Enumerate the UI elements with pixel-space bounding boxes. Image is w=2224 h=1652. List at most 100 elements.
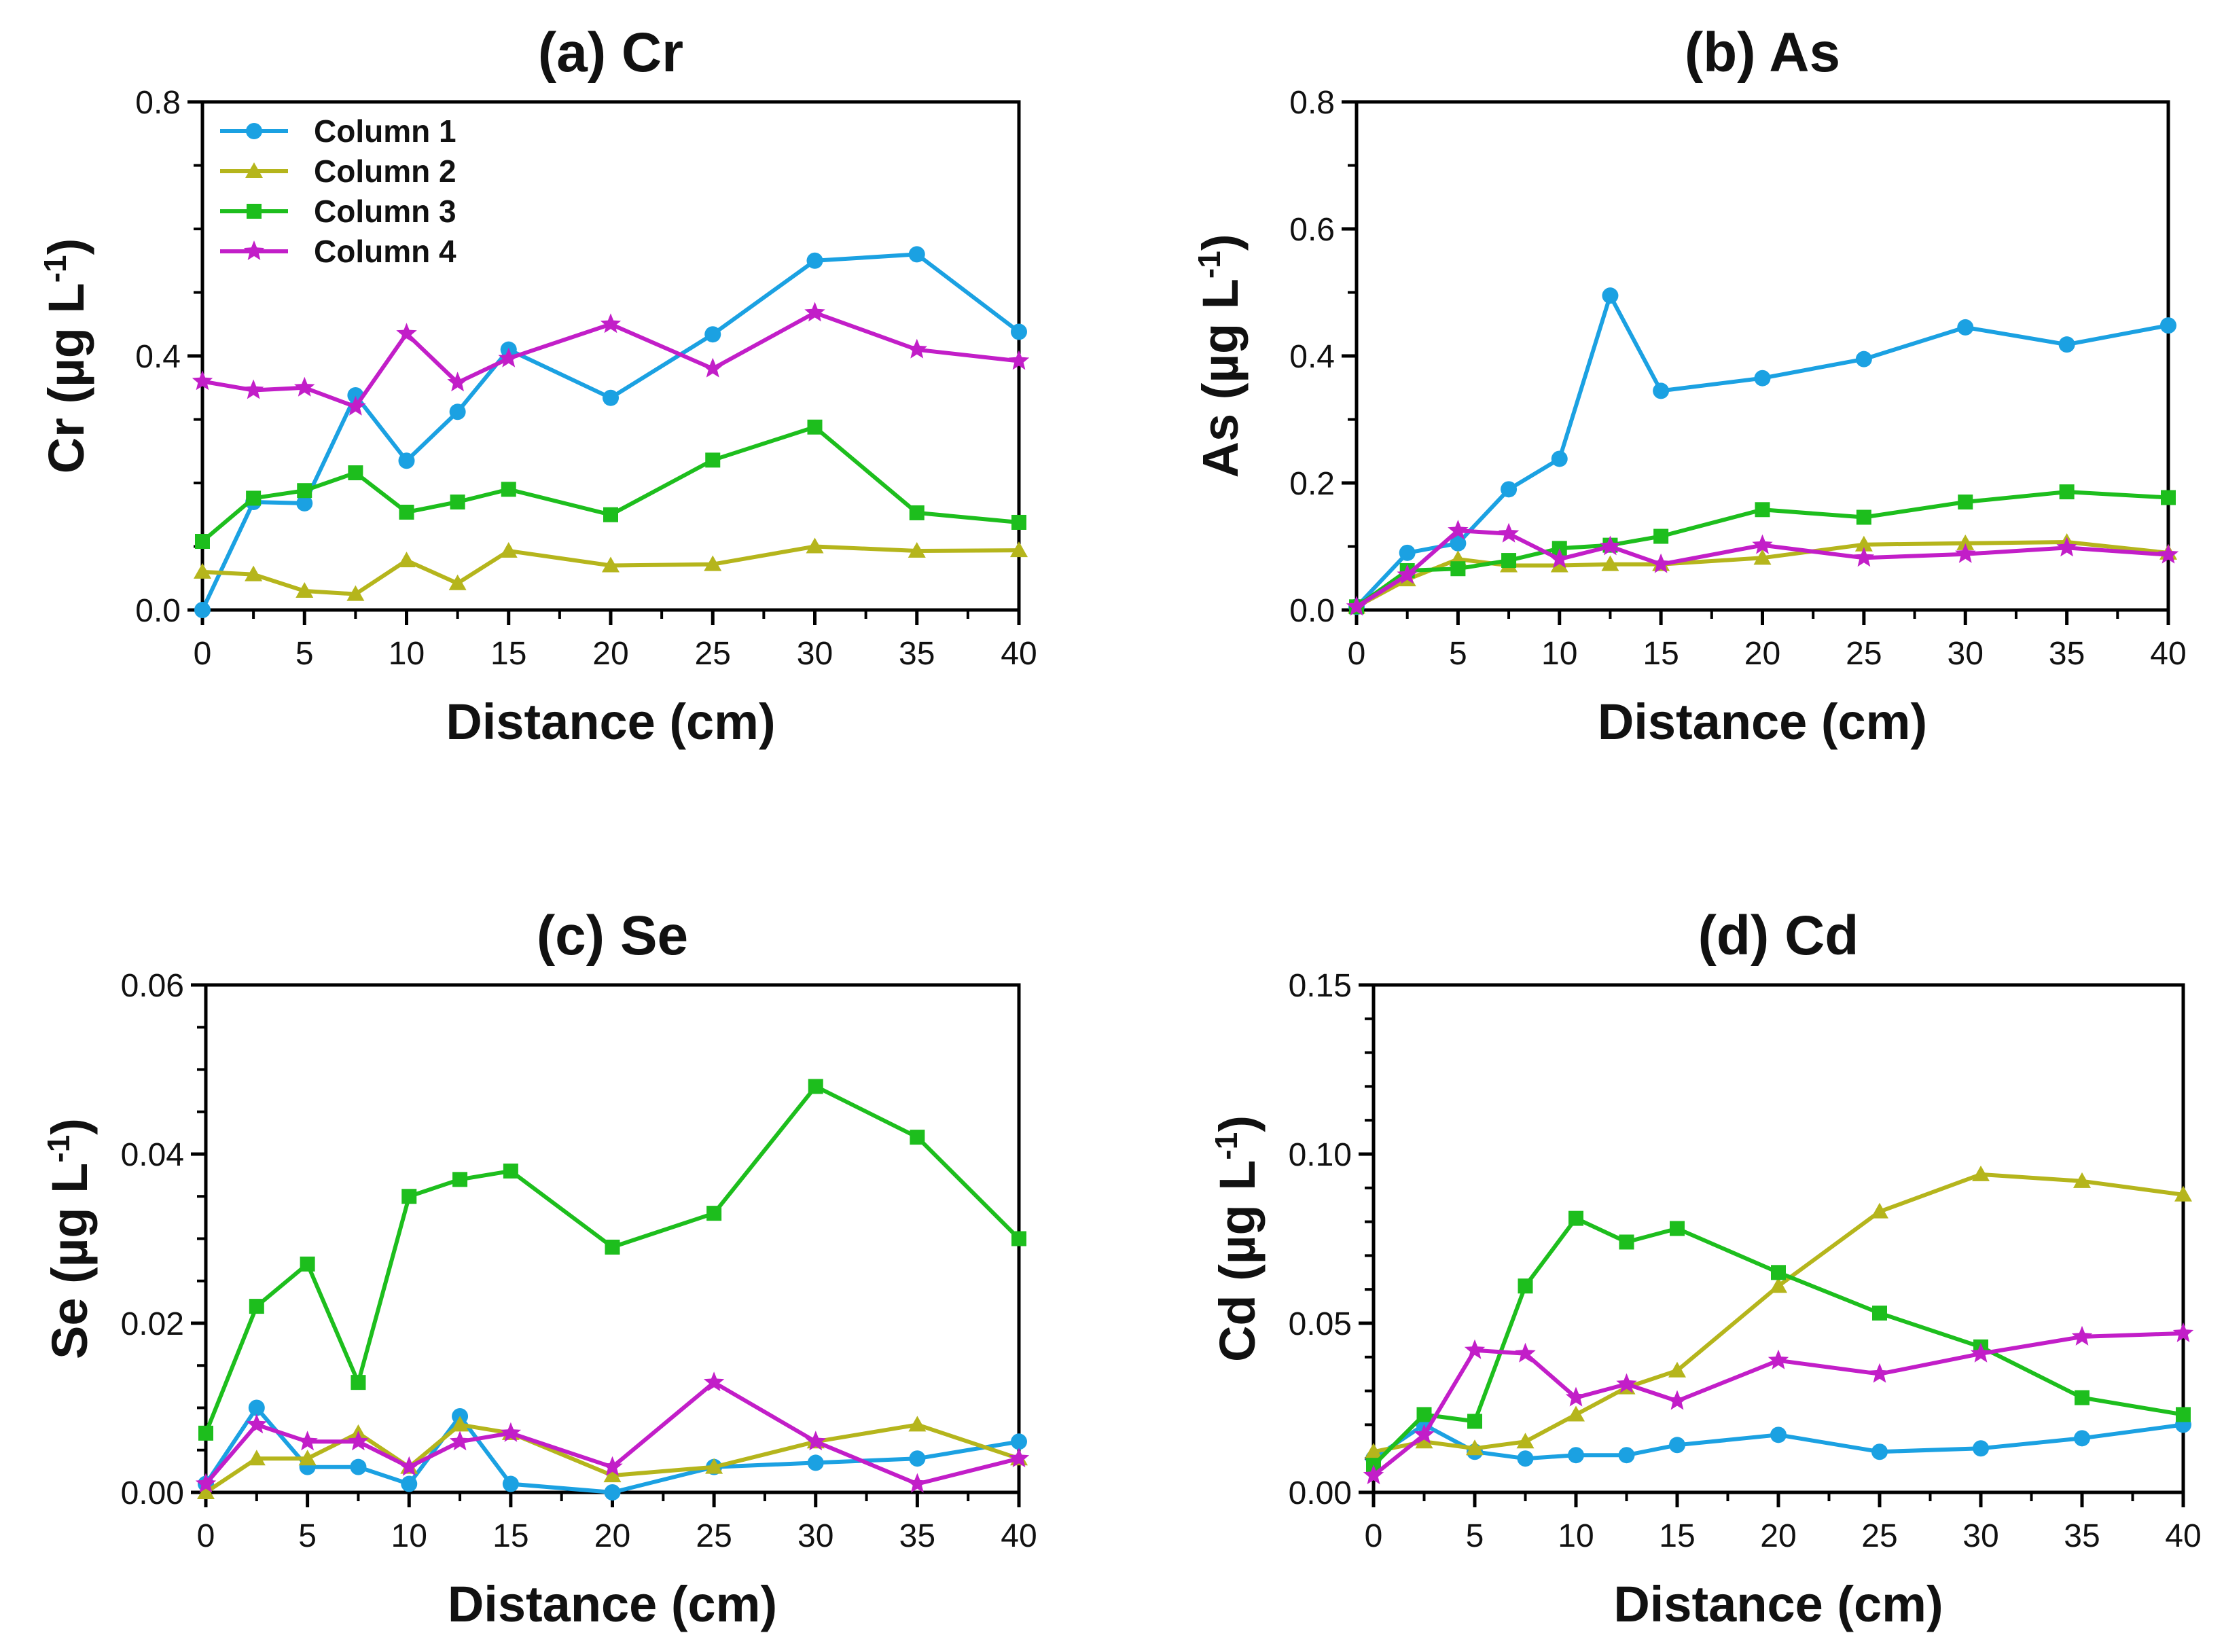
- panel-b-column-1-series: [1348, 287, 2176, 615]
- panel-d-column-4-series: [1363, 1322, 2194, 1484]
- panel-a-column-3-point: [603, 507, 618, 522]
- panel-d-column-3-point: [1670, 1221, 1685, 1236]
- panel-c-column-1-point: [401, 1475, 418, 1492]
- panel-d-column-1-point: [1669, 1437, 1685, 1454]
- panel-d-column-2-point: [2174, 1185, 2192, 1202]
- panel-b-column-1-point: [1602, 287, 1619, 304]
- panel-b-column-3-point: [1755, 502, 1770, 518]
- panel-a-column-4-line: [202, 310, 1020, 409]
- panel-d-column-4-point: [1515, 1342, 1536, 1363]
- panel-d-chart: (d) Cd 0 5 10 15 20 25 30 35 40 0.00 0.05 0.10 0.15 Di…: [1208, 905, 2202, 1632]
- panel-b-column-4-point: [1549, 548, 1570, 569]
- panel-b-column-4-point: [2056, 537, 2077, 557]
- panel-d-column-4-line: [1372, 1331, 2184, 1477]
- panel-c-column-2-point: [603, 1467, 622, 1483]
- panel-c-column-3-point: [401, 1189, 417, 1204]
- panel-a-x-tick-label: 40: [1001, 636, 1037, 672]
- panel-c-column-4-point: [805, 1431, 826, 1451]
- panel-d-column-3-point: [1771, 1265, 1786, 1280]
- panel-a-column-1-point: [806, 252, 823, 269]
- panel-a-column-2-point: [499, 542, 518, 558]
- panel-b-column-1-point: [1450, 535, 1467, 552]
- panel-a-column-1-point: [603, 389, 619, 406]
- panel-b-chart: (b) As 0 5 10 15 20 25 30 35 40 0.0 0.2 0.4 0.6 0.8 Dis…: [1191, 22, 2187, 750]
- panel-b-x-tick-label: 25: [1846, 636, 1882, 672]
- panel-b-y-tick-label: 0.0: [1289, 593, 1335, 629]
- panel-d-column-2-point: [1516, 1433, 1535, 1449]
- panel-c-column-3-series: [198, 1079, 1026, 1441]
- panel-c-y-axis-label: Se (µg L-1): [41, 1118, 98, 1359]
- legend-marker-column-3: [247, 204, 262, 219]
- panel-b-column-3-point: [1856, 509, 1871, 525]
- panel-a-x-tick-label: 5: [295, 636, 314, 672]
- panel-a-column-2-point: [295, 581, 314, 598]
- panel-c-column-4-point: [195, 1473, 217, 1493]
- panel-a-column-3-point: [450, 495, 465, 510]
- panel-c-column-2-point: [705, 1458, 723, 1474]
- panel-c-column-3-point: [249, 1299, 264, 1314]
- panel-a-column-2-point: [602, 556, 620, 573]
- panel-d-column-2-point: [1466, 1439, 1484, 1456]
- panel-a-column-2-line: [202, 544, 1020, 596]
- panel-a-column-4-point: [1008, 350, 1030, 370]
- panel-a-y-axis-label: Cr (µg L-1): [37, 238, 94, 474]
- panel-b-column-4-point: [1397, 564, 1418, 584]
- panel-a-y-tick-label: 0.4: [135, 339, 181, 375]
- panel-b-column-4-point: [1955, 543, 1976, 563]
- panel-d-column-3-point: [1467, 1414, 1482, 1429]
- panel-c-column-4-point: [449, 1431, 471, 1451]
- panel-a-column-1-point: [908, 246, 925, 263]
- panel-c-x-tick-label: 0: [197, 1518, 215, 1554]
- panel-d-column-3-point: [1416, 1407, 1432, 1422]
- panel-d-column-1-point: [1973, 1440, 1989, 1457]
- panel-b-y-tick-label: 0.2: [1289, 466, 1335, 502]
- panel-a-column-1-point: [704, 326, 721, 343]
- panel-c-column-3-point: [808, 1079, 823, 1094]
- panel-c-column-2-point: [908, 1416, 927, 1432]
- panel-d-x-tick-label: 40: [2165, 1518, 2201, 1554]
- panel-d-column-1-point: [2074, 1430, 2090, 1447]
- panel-c-x-tick-label: 5: [298, 1518, 317, 1554]
- panel-a-column-3-point: [348, 465, 363, 481]
- panel-a-column-3-point: [807, 419, 823, 435]
- panel-d-column-3-point: [1872, 1306, 1887, 1321]
- panel-b-column-1-point: [1399, 544, 1416, 561]
- panel-a-column-4-point: [396, 323, 417, 343]
- panel-b-column-1-point: [1754, 370, 1771, 387]
- legend-marker-column-4: [243, 240, 265, 260]
- panel-c-column-1-point: [807, 1454, 824, 1471]
- panel-b-title: (b) As: [1685, 22, 1840, 84]
- panel-b-column-2-point: [1550, 556, 1568, 573]
- panel-d-column-3-point: [1619, 1234, 1634, 1250]
- panel-b-column-1-point: [1653, 382, 1670, 399]
- panel-a-column-2-point: [194, 562, 211, 579]
- panel-b-column-2-point: [1601, 555, 1619, 571]
- panel-b-column-4-series: [1346, 520, 2179, 616]
- panel-a-x-tick-label: 35: [899, 636, 935, 672]
- panel-d-column-3-point: [2075, 1390, 2090, 1405]
- panel-b-column-2-point: [1753, 549, 1772, 565]
- panel-a-column-4-point: [600, 313, 622, 334]
- panel-c-column-4-point: [602, 1456, 623, 1476]
- panel-d-column-2-point: [1415, 1433, 1433, 1449]
- panel-d-column-2-line: [1373, 1172, 2184, 1454]
- panel-c-column-2-point: [247, 1450, 266, 1466]
- panel-a-column-4-point: [345, 395, 366, 416]
- panel-c-column-1-point: [604, 1484, 621, 1501]
- panel-d-x-tick-label: 20: [1760, 1518, 1796, 1554]
- legend-marker-column-2: [245, 162, 263, 178]
- panel-a-column-3-point: [399, 505, 414, 520]
- panel-b-x-tick-label: 40: [2150, 636, 2186, 672]
- panel-a-title: (a) Cr: [538, 22, 683, 84]
- panel-b-column-1-point: [1957, 319, 1974, 336]
- panel-d-x-tick-label: 30: [1962, 1518, 1998, 1554]
- panel-c-y-tick-label: 0.06: [121, 968, 184, 1004]
- panel-b-column-4-point: [1853, 547, 1875, 567]
- panel-b-column-4-point: [1600, 535, 1621, 556]
- panel-b-x-tick-label: 5: [1449, 636, 1467, 672]
- panel-c-column-3-point: [351, 1375, 366, 1390]
- panel-c-y-tick-label: 0.02: [121, 1306, 184, 1342]
- panel-c-column-3-point: [300, 1256, 315, 1272]
- panel-d-column-1-point: [1871, 1443, 1888, 1460]
- legend-label-column-3: Column 3: [314, 194, 456, 229]
